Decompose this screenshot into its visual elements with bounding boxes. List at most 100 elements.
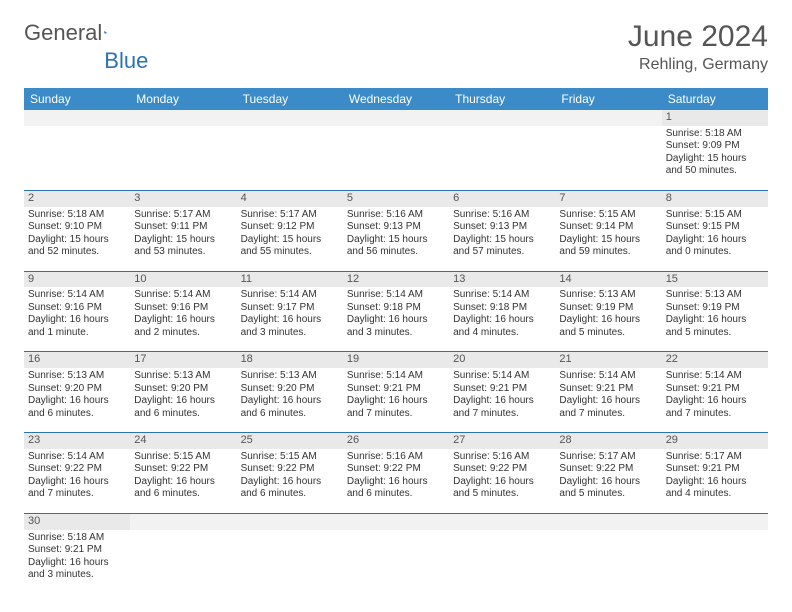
day-details: Sunrise: 5:14 AMSunset: 9:21 PMDaylight:… (555, 368, 661, 432)
calendar-cell (555, 513, 661, 593)
day-number: 16 (24, 352, 130, 368)
sunrise-text: Sunrise: 5:13 AM (666, 289, 764, 302)
day-details: Sunrise: 5:16 AMSunset: 9:22 PMDaylight:… (343, 449, 449, 513)
sunrise-text: Sunrise: 5:14 AM (134, 289, 232, 302)
daylight-text: Daylight: 16 hours and 3 minutes. (347, 314, 445, 339)
sunrise-text: Sunrise: 5:16 AM (347, 451, 445, 464)
brand-word2: Blue (104, 48, 148, 74)
day-number: 10 (130, 272, 236, 288)
sunset-text: Sunset: 9:18 PM (453, 302, 551, 315)
sunset-text: Sunset: 9:21 PM (28, 544, 126, 557)
daylight-text: Daylight: 15 hours and 53 minutes. (134, 234, 232, 259)
sunset-text: Sunset: 9:21 PM (453, 383, 551, 396)
day-number-empty (237, 110, 343, 126)
calendar-cell: 25Sunrise: 5:15 AMSunset: 9:22 PMDayligh… (237, 433, 343, 514)
calendar-cell: 6Sunrise: 5:16 AMSunset: 9:13 PMDaylight… (449, 190, 555, 271)
day-details: Sunrise: 5:16 AMSunset: 9:22 PMDaylight:… (449, 449, 555, 513)
daylight-text: Daylight: 16 hours and 6 minutes. (241, 476, 339, 501)
sunrise-text: Sunrise: 5:18 AM (28, 532, 126, 545)
day-number-empty (130, 110, 236, 126)
day-number: 13 (449, 272, 555, 288)
sunset-text: Sunset: 9:20 PM (28, 383, 126, 396)
sunset-text: Sunset: 9:16 PM (134, 302, 232, 315)
month-title: June 2024 (628, 20, 768, 54)
calendar-cell: 21Sunrise: 5:14 AMSunset: 9:21 PMDayligh… (555, 352, 661, 433)
brand-word1: General (24, 20, 102, 46)
sunset-text: Sunset: 9:18 PM (347, 302, 445, 315)
day-details: Sunrise: 5:17 AMSunset: 9:12 PMDaylight:… (237, 207, 343, 271)
sunrise-text: Sunrise: 5:15 AM (134, 451, 232, 464)
daylight-text: Daylight: 15 hours and 59 minutes. (559, 234, 657, 259)
sunset-text: Sunset: 9:21 PM (347, 383, 445, 396)
day-details: Sunrise: 5:14 AMSunset: 9:17 PMDaylight:… (237, 287, 343, 351)
weekday-header: Monday (130, 88, 236, 110)
sunrise-text: Sunrise: 5:17 AM (134, 209, 232, 222)
day-number: 4 (237, 191, 343, 207)
sunrise-text: Sunrise: 5:17 AM (559, 451, 657, 464)
sunset-text: Sunset: 9:11 PM (134, 221, 232, 234)
calendar-week-row: 16Sunrise: 5:13 AMSunset: 9:20 PMDayligh… (24, 352, 768, 433)
sunset-text: Sunset: 9:13 PM (347, 221, 445, 234)
calendar-cell (130, 110, 236, 190)
calendar-cell: 2Sunrise: 5:18 AMSunset: 9:10 PMDaylight… (24, 190, 130, 271)
daylight-text: Daylight: 16 hours and 4 minutes. (666, 476, 764, 501)
calendar-cell: 27Sunrise: 5:16 AMSunset: 9:22 PMDayligh… (449, 433, 555, 514)
day-number: 14 (555, 272, 661, 288)
sunset-text: Sunset: 9:14 PM (559, 221, 657, 234)
day-number: 3 (130, 191, 236, 207)
daylight-text: Daylight: 16 hours and 5 minutes. (559, 314, 657, 339)
sunset-text: Sunset: 9:17 PM (241, 302, 339, 315)
sunrise-text: Sunrise: 5:17 AM (241, 209, 339, 222)
calendar-cell: 5Sunrise: 5:16 AMSunset: 9:13 PMDaylight… (343, 190, 449, 271)
day-number-empty (343, 110, 449, 126)
sunrise-text: Sunrise: 5:15 AM (559, 209, 657, 222)
day-details: Sunrise: 5:14 AMSunset: 9:18 PMDaylight:… (343, 287, 449, 351)
day-number: 5 (343, 191, 449, 207)
calendar-cell: 1Sunrise: 5:18 AMSunset: 9:09 PMDaylight… (662, 110, 768, 190)
daylight-text: Daylight: 16 hours and 7 minutes. (347, 395, 445, 420)
daylight-text: Daylight: 16 hours and 3 minutes. (241, 314, 339, 339)
sunrise-text: Sunrise: 5:16 AM (453, 451, 551, 464)
daylight-text: Daylight: 16 hours and 7 minutes. (666, 395, 764, 420)
sunrise-text: Sunrise: 5:14 AM (28, 451, 126, 464)
sunset-text: Sunset: 9:20 PM (241, 383, 339, 396)
sunrise-text: Sunrise: 5:14 AM (241, 289, 339, 302)
weekday-header: Sunday (24, 88, 130, 110)
day-number: 29 (662, 433, 768, 449)
day-details: Sunrise: 5:16 AMSunset: 9:13 PMDaylight:… (449, 207, 555, 271)
calendar-cell: 24Sunrise: 5:15 AMSunset: 9:22 PMDayligh… (130, 433, 236, 514)
daylight-text: Daylight: 16 hours and 0 minutes. (666, 234, 764, 259)
sunrise-text: Sunrise: 5:17 AM (666, 451, 764, 464)
calendar-week-row: 1Sunrise: 5:18 AMSunset: 9:09 PMDaylight… (24, 110, 768, 190)
sail-icon (104, 22, 108, 42)
daylight-text: Daylight: 16 hours and 7 minutes. (453, 395, 551, 420)
daylight-text: Daylight: 16 hours and 6 minutes. (28, 395, 126, 420)
daylight-text: Daylight: 16 hours and 2 minutes. (134, 314, 232, 339)
sunset-text: Sunset: 9:22 PM (453, 463, 551, 476)
calendar-cell: 3Sunrise: 5:17 AMSunset: 9:11 PMDaylight… (130, 190, 236, 271)
sunset-text: Sunset: 9:09 PM (666, 140, 764, 153)
day-number: 2 (24, 191, 130, 207)
daylight-text: Daylight: 16 hours and 7 minutes. (559, 395, 657, 420)
day-details: Sunrise: 5:13 AMSunset: 9:19 PMDaylight:… (555, 287, 661, 351)
sunrise-text: Sunrise: 5:14 AM (347, 289, 445, 302)
day-details: Sunrise: 5:15 AMSunset: 9:22 PMDaylight:… (130, 449, 236, 513)
calendar-cell (449, 513, 555, 593)
calendar-table: Sunday Monday Tuesday Wednesday Thursday… (24, 88, 768, 594)
sunrise-text: Sunrise: 5:13 AM (559, 289, 657, 302)
calendar-cell (343, 513, 449, 593)
calendar-cell: 17Sunrise: 5:13 AMSunset: 9:20 PMDayligh… (130, 352, 236, 433)
sunset-text: Sunset: 9:22 PM (347, 463, 445, 476)
day-details: Sunrise: 5:18 AMSunset: 9:21 PMDaylight:… (24, 530, 130, 594)
calendar-week-row: 9Sunrise: 5:14 AMSunset: 9:16 PMDaylight… (24, 271, 768, 352)
sunset-text: Sunset: 9:21 PM (666, 463, 764, 476)
sunset-text: Sunset: 9:13 PM (453, 221, 551, 234)
sunset-text: Sunset: 9:12 PM (241, 221, 339, 234)
daylight-text: Daylight: 16 hours and 3 minutes. (28, 557, 126, 582)
calendar-cell: 23Sunrise: 5:14 AMSunset: 9:22 PMDayligh… (24, 433, 130, 514)
calendar-cell (237, 513, 343, 593)
calendar-week-row: 30Sunrise: 5:18 AMSunset: 9:21 PMDayligh… (24, 513, 768, 593)
day-details: Sunrise: 5:17 AMSunset: 9:11 PMDaylight:… (130, 207, 236, 271)
calendar-cell (130, 513, 236, 593)
location-label: Rehling, Germany (628, 56, 768, 74)
